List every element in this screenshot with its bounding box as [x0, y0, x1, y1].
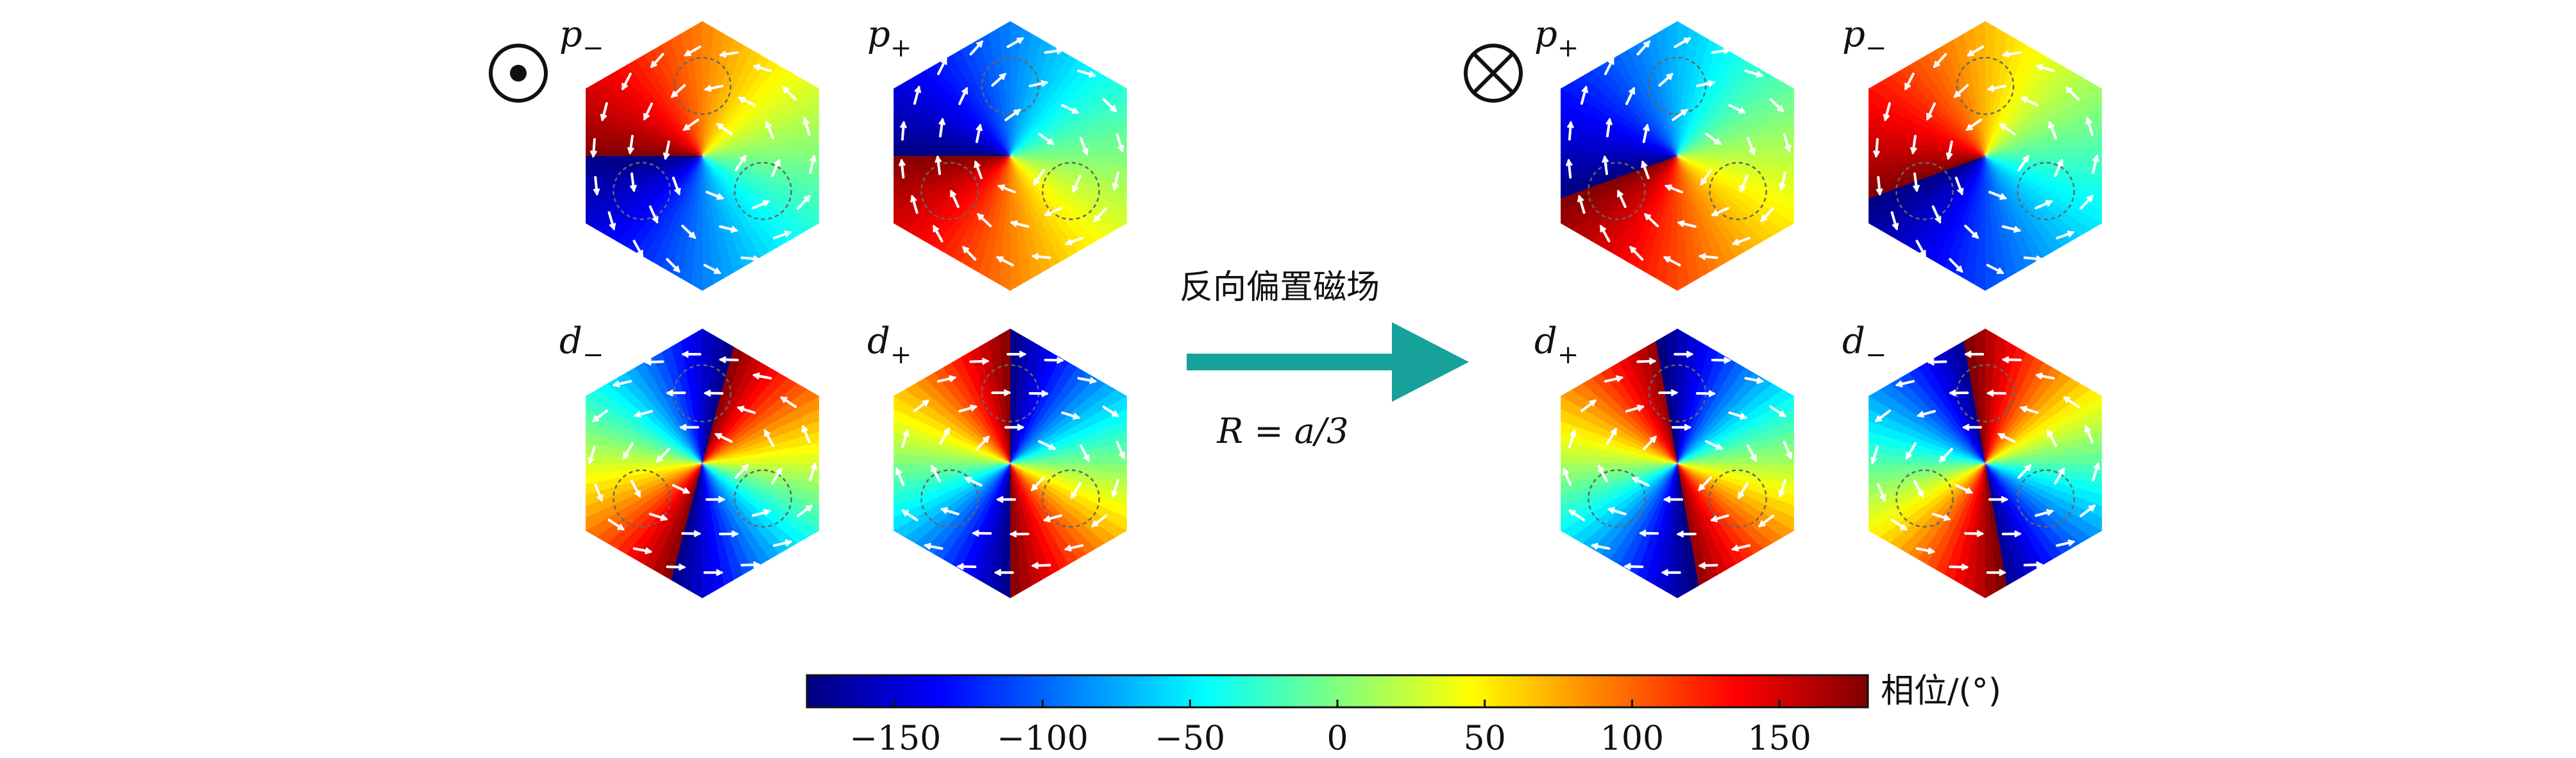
label-left-p-plus: p+ [867, 13, 911, 63]
label-left-p-minus: p− [559, 13, 604, 63]
colorbar-label: 相位/(°) [1881, 672, 2001, 711]
label-left-d-plus: d+ [867, 320, 911, 370]
mode-panels [586, 21, 2102, 598]
label-right-p-minus: p− [1842, 13, 1886, 63]
label-left-d-minus: d− [559, 320, 604, 370]
colorbar-tick-label: −50 [1155, 719, 1225, 758]
into-plane-field-symbol [1464, 44, 1523, 103]
colorbar-ticks: −150 −100 −50 0 50 100 150 [849, 700, 1811, 758]
arrow-label-top: 反向偏置磁场 [1180, 268, 1380, 307]
colorbar-tick-label: 0 [1326, 719, 1348, 758]
label-right-p-plus: p+ [1534, 13, 1579, 63]
label-right-d-plus: d+ [1534, 320, 1579, 370]
bias-reversal-arrow: 反向偏置磁场 R = a/3 [1180, 268, 1469, 451]
colorbar-tick-label: −100 [997, 719, 1089, 758]
out-of-plane-field-symbol [489, 44, 548, 103]
phase-colorbar: −150 −100 −50 0 50 100 150 相位/(°) [806, 672, 2001, 758]
arrow-label-bottom: R = a/3 [1217, 411, 1349, 451]
colorbar-tick-label: 150 [1748, 719, 1811, 758]
colorbar-tick-label: 50 [1464, 719, 1506, 758]
colorbar-tick-label: 100 [1600, 719, 1664, 758]
label-right-d-minus: d− [1842, 320, 1886, 370]
colorbar-tick-label: −150 [849, 719, 941, 758]
